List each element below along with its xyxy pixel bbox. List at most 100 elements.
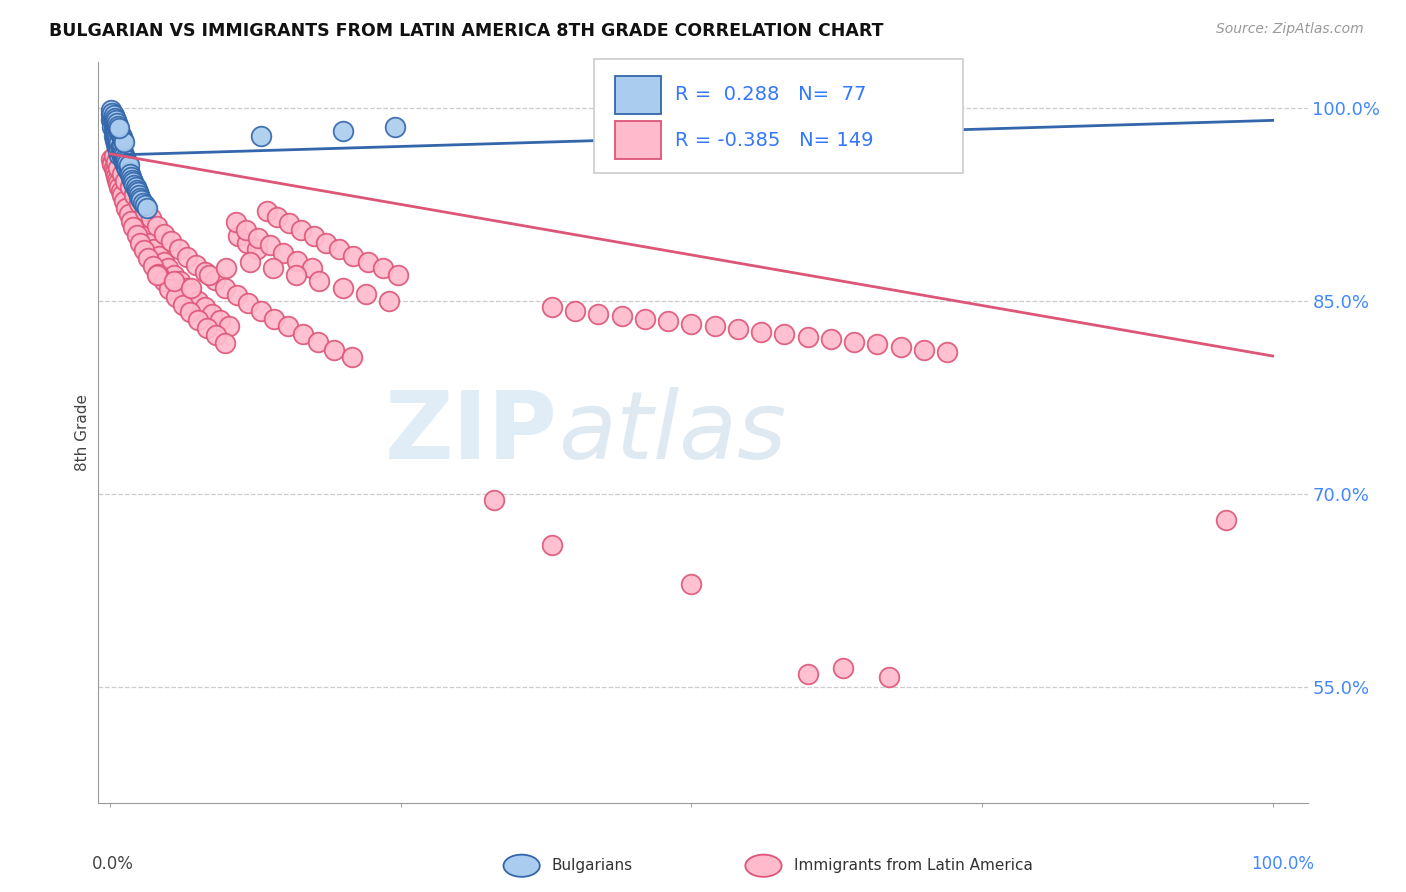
Point [198, 268, 221, 282]
Point [157, 282, 180, 296]
Point [588, 306, 610, 320]
Point [120, 169, 142, 184]
Point [342, 249, 364, 263]
Point [118, 207, 141, 221]
Point [180, 281, 202, 295]
Point [148, 249, 170, 263]
Point [384, 120, 406, 134]
Point [143, 242, 166, 256]
Point [103, 116, 125, 130]
Point [1215, 512, 1237, 526]
Point [259, 238, 281, 252]
Y-axis label: 8th Grade: 8th Grade [75, 394, 90, 471]
Point [332, 281, 354, 295]
Point [124, 188, 146, 202]
Bar [614, 76, 661, 114]
Point [107, 131, 129, 145]
Point [114, 157, 136, 171]
Circle shape [745, 855, 782, 877]
Point [111, 130, 134, 145]
Point [138, 251, 160, 265]
Point [108, 180, 131, 194]
Point [540, 538, 562, 552]
Point [796, 329, 818, 343]
Point [122, 220, 145, 235]
Point [101, 110, 124, 124]
Point [136, 201, 159, 215]
Point [101, 157, 124, 171]
Point [111, 145, 134, 160]
Point [146, 267, 169, 281]
Point [703, 319, 725, 334]
Text: 100.0%: 100.0% [1250, 855, 1313, 872]
Point [103, 112, 125, 127]
Point [256, 203, 278, 218]
Point [167, 242, 190, 256]
Point [118, 158, 141, 172]
Point [111, 178, 134, 192]
Point [387, 268, 409, 282]
Point [290, 223, 312, 237]
Point [105, 116, 128, 130]
Point [610, 309, 633, 323]
Point [110, 145, 132, 160]
Point [285, 253, 308, 268]
Point [936, 345, 959, 359]
Point [145, 268, 167, 282]
Point [129, 191, 152, 205]
Point [110, 184, 132, 198]
Point [111, 143, 134, 157]
Point [107, 161, 129, 175]
Point [357, 255, 380, 269]
Point [142, 259, 165, 273]
Point [195, 320, 218, 334]
Point [187, 313, 209, 327]
Point [285, 268, 308, 282]
Point [131, 223, 153, 237]
Point [540, 300, 562, 314]
Point [308, 274, 330, 288]
Point [634, 311, 657, 326]
Point [277, 319, 299, 334]
Point [378, 293, 401, 308]
Point [121, 201, 143, 215]
Point [246, 230, 269, 244]
Point [125, 227, 148, 242]
Point [114, 151, 136, 165]
Point [773, 327, 796, 342]
Point [105, 172, 128, 186]
Point [104, 133, 127, 147]
Point [831, 660, 853, 674]
Point [174, 281, 197, 295]
Point [866, 337, 889, 351]
Point [105, 140, 128, 154]
Point [107, 119, 129, 133]
Point [111, 180, 134, 194]
Point [100, 152, 122, 166]
Point [180, 287, 202, 301]
Point [131, 193, 153, 207]
Point [482, 493, 505, 508]
Point [112, 135, 135, 149]
Point [749, 325, 772, 339]
Point [114, 174, 136, 188]
Point [103, 160, 125, 174]
Point [328, 242, 350, 256]
Point [176, 250, 198, 264]
Text: Bulgarians: Bulgarians [551, 858, 633, 873]
Point [340, 351, 363, 365]
Point [323, 343, 346, 357]
Point [101, 105, 124, 120]
Point [104, 120, 127, 134]
Point [104, 165, 127, 179]
Point [103, 149, 125, 163]
Point [128, 195, 150, 210]
Point [100, 107, 122, 121]
Point [111, 149, 134, 163]
Point [128, 216, 150, 230]
Point [657, 314, 679, 328]
Text: R = -0.385   N= 149: R = -0.385 N= 149 [675, 130, 873, 150]
Point [235, 223, 257, 237]
Point [179, 305, 201, 319]
Point [134, 198, 156, 212]
